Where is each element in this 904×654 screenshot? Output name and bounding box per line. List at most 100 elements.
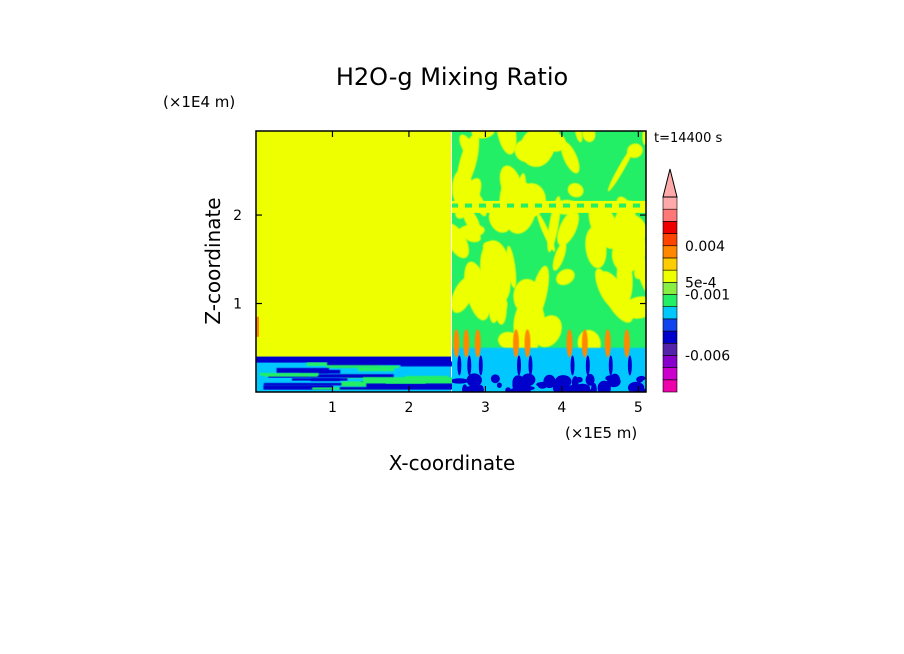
plume-base <box>528 355 533 376</box>
moisture-blob <box>588 202 620 249</box>
plume-base <box>608 355 613 376</box>
band-speck <box>619 203 626 208</box>
band-speck <box>535 203 542 208</box>
contour-field <box>256 131 646 392</box>
boundary-layer-streak <box>326 365 400 369</box>
y-axis-title: Z-coordinate <box>201 197 225 324</box>
moisture-blob <box>452 168 473 207</box>
boundary-layer-streak <box>366 383 471 389</box>
surface-blob <box>590 382 597 392</box>
boundary-layer-streak <box>268 374 394 378</box>
moisture-blob <box>535 131 560 161</box>
x-tick-label: 3 <box>481 400 490 416</box>
band-speck <box>493 203 500 208</box>
band-speck <box>563 203 570 208</box>
plume <box>623 329 630 358</box>
band-speck <box>521 203 528 208</box>
x-tick-label: 1 <box>328 400 337 416</box>
moisture-blob <box>536 213 556 252</box>
boundary-layer-streak <box>291 378 348 381</box>
moisture-blob <box>582 131 596 143</box>
plume <box>474 329 481 358</box>
y-unit-label: (×1E4 m) <box>163 93 235 111</box>
plume <box>566 329 573 358</box>
axis-ticks: 1 2 3 4 5 1 2 <box>233 131 646 416</box>
colorbar-swatch <box>662 221 678 234</box>
colorbar-swatch <box>662 355 678 368</box>
surface-blob <box>522 386 535 391</box>
colorbar-swatch <box>662 306 678 320</box>
colorbar-swatch <box>662 330 678 344</box>
moisture-blob <box>459 137 479 184</box>
boundary-layer-streak <box>327 361 452 366</box>
moisture-blob <box>520 280 532 332</box>
surface-blob <box>469 380 480 392</box>
x-unit-label: (×1E5 m) <box>565 424 637 442</box>
band-speck <box>507 203 514 208</box>
moisture-blob <box>623 296 646 319</box>
boundary-layer-streak <box>339 387 460 390</box>
surface-blob <box>521 373 536 386</box>
surface-blob <box>490 374 500 384</box>
moisture-blob <box>514 140 536 162</box>
moisture-blob <box>627 143 643 158</box>
moisture-blob <box>557 210 579 246</box>
plume <box>604 329 611 358</box>
boundary-layer-cap <box>256 356 451 363</box>
moisture-blob <box>457 224 485 239</box>
moisture-blob <box>560 141 580 174</box>
band-speck <box>452 203 458 208</box>
moisture-blob <box>506 245 517 289</box>
colorbar-swatch <box>662 245 678 259</box>
surface-blob <box>575 376 583 383</box>
moisture-blob <box>499 165 523 204</box>
moisture-blob <box>615 214 646 247</box>
colorbar-swatch <box>662 196 678 210</box>
plume <box>453 329 460 358</box>
colorbar-label: 5e-4 <box>685 275 717 291</box>
plume-base <box>585 355 590 376</box>
colorbar-swatch <box>662 294 678 307</box>
boundary-layer-streak <box>357 367 395 372</box>
surface-blob <box>632 388 646 392</box>
x-tick-label: 5 <box>634 400 643 416</box>
moisture-blob <box>607 144 636 192</box>
plot-frame <box>255 130 647 393</box>
surface-blob <box>452 378 469 384</box>
x-tick-label: 2 <box>404 400 413 416</box>
moisture-blob <box>485 275 511 306</box>
colorbar-swatch <box>662 257 678 271</box>
plume-base <box>627 355 632 376</box>
colorbar-swatch <box>662 318 678 332</box>
plume-base <box>467 355 472 376</box>
boundary-layer-streak <box>276 367 330 374</box>
plume <box>463 329 470 358</box>
band-speck <box>605 203 612 208</box>
chart-title: H2O-g Mixing Ratio <box>336 63 568 91</box>
x-tick-label: 4 <box>557 400 566 416</box>
band-speck <box>591 203 598 208</box>
boundary-layer-streak <box>263 385 333 390</box>
surface-blob <box>505 387 511 392</box>
surface-blob <box>637 375 646 381</box>
plume-base <box>457 355 462 376</box>
surface-blob <box>512 379 518 391</box>
moisture-blob <box>574 131 583 143</box>
moisture-blob <box>567 183 584 198</box>
colorbar-swatch <box>662 367 678 381</box>
boundary-layer-streak <box>264 374 318 377</box>
moisture-blob <box>552 241 567 271</box>
y-tick-label: 1 <box>233 297 242 313</box>
surface-blob <box>551 380 567 389</box>
region-upper-left <box>256 131 451 357</box>
boundary-layer-streak <box>362 377 472 383</box>
plume-base <box>478 355 483 376</box>
colorbar-extend-triangle <box>662 168 678 198</box>
x-axis-title: X-coordinate <box>389 451 516 475</box>
moisture-blob <box>452 223 469 259</box>
moisture-blob <box>556 268 575 286</box>
plume <box>513 329 519 358</box>
boundary-layer-streak <box>259 372 319 376</box>
surface-blob <box>597 380 611 392</box>
